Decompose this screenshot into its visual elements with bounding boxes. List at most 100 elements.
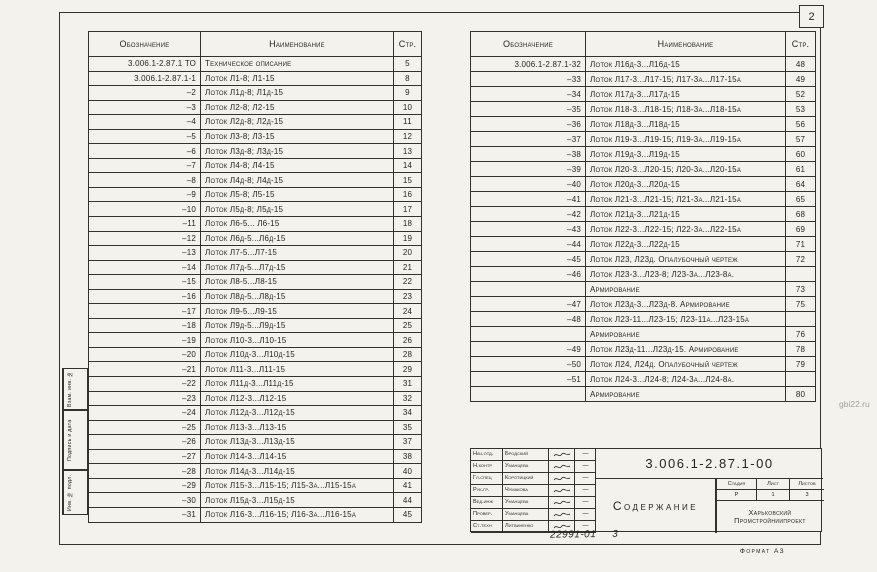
designation-cell: –16 — [88, 288, 201, 305]
table-row: –25 Лоток Л13-3...Л13-15 35 — [88, 419, 422, 436]
sheet-title: Содержание — [596, 479, 716, 533]
sheets-value: 3 — [790, 490, 824, 501]
designation-cell: –35 — [470, 101, 586, 117]
page-cell: 8 — [393, 70, 422, 87]
name-cell: Армирование — [585, 326, 786, 342]
table-row: Армирование 73 — [470, 281, 816, 297]
designation-cell: –13 — [88, 245, 201, 261]
name-cell: Лоток Л4д-8; Л4д-15 — [200, 172, 394, 188]
designation-cell: –22 — [88, 376, 201, 392]
page-cell: 52 — [785, 86, 816, 102]
table-row: –33 Лоток Л17-3...Л17-15; Л17-3а...Л17-1… — [470, 71, 816, 87]
table-row: –16 Лоток Л8д-5...Л8д-15 23 — [88, 288, 422, 305]
name-cell: Лоток Л15д-3...Л15д-15 — [200, 492, 394, 508]
table-row: –19 Лоток Л10-3...Л10-15 26 — [88, 332, 422, 348]
table-row: –5 Лоток Л3-8; Л3-15 12 — [88, 128, 422, 145]
name-cell: Лоток Л4-8; Л4-15 — [200, 157, 394, 174]
dash-mark: — — [582, 463, 589, 469]
table-row: –29 Лоток Л15-3...Л15-15; Л15-3а...Л15-1… — [88, 477, 422, 494]
name-cell: Лоток Л8д-5...Л8д-15 — [200, 288, 394, 305]
name-cell: Лоток Л14-3...Л14-15 — [200, 448, 394, 465]
designation-cell — [470, 326, 586, 342]
table-row: –14 Лоток Л7д-5...Л7д-15 21 — [88, 259, 422, 276]
page-cell: 68 — [785, 206, 816, 222]
name-cell: Лоток Л17д-3...Л17д-15 — [585, 86, 786, 102]
date-cell: — — [575, 473, 596, 485]
page-cell: 23 — [393, 288, 422, 305]
page-cell: 44 — [393, 492, 422, 508]
page-cell: 65 — [785, 191, 816, 207]
table-row: –26 Лоток Л13д-3...Л13д-15 37 — [88, 434, 422, 450]
side-stamp-cell: Подпись и дата — [62, 410, 88, 470]
dash-mark: — — [582, 487, 589, 493]
page-cell: 16 — [393, 186, 422, 203]
signature-scribble — [549, 521, 575, 533]
designation-cell: –30 — [88, 492, 201, 508]
role-cell: Н.контр — [471, 461, 503, 473]
name-cell: Лоток Л1д-8; Л1д-15 — [200, 85, 394, 101]
name-cell: Лоток Л13-3...Л13-15 — [200, 419, 394, 436]
sheets-label: Листов — [790, 479, 824, 490]
page-cell: 10 — [393, 99, 422, 116]
signature-scribble — [549, 461, 575, 473]
table-row: –30 Лоток Л15д-3...Л15д-15 44 — [88, 492, 422, 508]
name-cell: Лоток Л12-3...Л12-15 — [200, 390, 394, 407]
designation-cell: –42 — [470, 206, 586, 222]
name-cell: Лоток Л7д-5...Л7д-15 — [200, 259, 394, 276]
signature-scribble — [549, 497, 575, 509]
name-cell: Лоток Л18-3...Л18-15; Л18-3а...Л18-15а — [585, 101, 786, 117]
signature-scribble — [549, 473, 575, 485]
table-body: 3.006.1-2.87.1-32 Лоток Л16д-3...Л16д-15… — [470, 56, 816, 402]
designation-cell: –50 — [470, 356, 586, 372]
designation-cell: 3.006.1-2.87.1-1 — [88, 70, 201, 87]
name-cell: Техническое описание — [200, 56, 394, 72]
date-cell: — — [575, 521, 596, 533]
page-number: 2 — [808, 10, 815, 23]
designation-cell: –2 — [88, 85, 201, 101]
table-row: –21 Лоток Л11-3...Л11-15 29 — [88, 361, 422, 378]
name-cell: Уманцева — [503, 461, 549, 473]
name-cell: Лоток Л3-8; Л3-15 — [200, 128, 394, 145]
signature-icon — [553, 476, 570, 480]
name-cell: Бродский — [503, 449, 549, 461]
page-cell: 26 — [393, 332, 422, 348]
table-row: –23 Лоток Л12-3...Л12-15 32 — [88, 390, 422, 407]
signature-row: Ст.техн Литвиненко — — [471, 521, 596, 533]
designation-cell: –49 — [470, 341, 586, 357]
signature-row: Провер. Уманцева — — [471, 509, 596, 521]
name-cell: Лоток Л1-8; Л1-15 — [200, 70, 394, 87]
side-stamp-label: Взам. инв. № — [63, 369, 76, 409]
name-cell: Лоток Л23д-11...Л23д-15. Армирование — [585, 341, 786, 357]
sheet-label: Лист — [757, 479, 790, 490]
table-row: –48 Лоток Л23-11...Л23-15; Л23-11а...Л23… — [470, 311, 816, 327]
name-cell: Лоток Л9-5...Л9-15 — [200, 303, 394, 319]
signature-row: Вед.инж Уманцева — — [471, 497, 596, 509]
page-cell: 78 — [785, 341, 816, 357]
designation-cell: –45 — [470, 251, 586, 267]
name-cell: Лоток Л24-3...Л24-8; Л24-3а...Л24-8а. — [585, 371, 786, 387]
page-cell: 18 — [393, 216, 422, 232]
date-cell: — — [575, 485, 596, 497]
designation-cell: –9 — [88, 186, 201, 203]
stage-value: Р — [717, 490, 757, 501]
table-header: Обозначение Наименование Стр. — [470, 31, 816, 57]
name-cell: Лоток Л10-3...Л10-15 — [200, 332, 394, 348]
table-row: –20 Лоток Л10д-3...Л10д-15 28 — [88, 346, 422, 363]
col-header-page: Стр. — [785, 31, 816, 57]
name-cell: Лоток Л6-5... Л6-15 — [200, 216, 394, 232]
signature-row: Нач.отд. Бродский — — [471, 449, 596, 461]
designation-cell: –11 — [88, 216, 201, 232]
table-row: –11 Лоток Л6-5... Л6-15 18 — [88, 216, 422, 232]
table-row: –3 Лоток Л2-8; Л2-15 10 — [88, 99, 422, 116]
col-header-name: Наименование — [200, 31, 394, 57]
designation-cell: –51 — [470, 371, 586, 387]
name-cell: Лоток Л21-3...Л21-15; Л21-3а...Л21-15а — [585, 191, 786, 207]
page-cell: 72 — [785, 251, 816, 267]
page-cell: 12 — [393, 128, 422, 145]
order-number-extra: 3 — [612, 528, 619, 540]
dash-mark: — — [582, 451, 589, 457]
format-label: Формат А3 — [739, 548, 785, 555]
designation-cell: –3 — [88, 99, 201, 116]
designation-cell: –5 — [88, 128, 201, 145]
signature-section: Нач.отд. Бродский — Н.контр Уманцева — [471, 449, 596, 533]
